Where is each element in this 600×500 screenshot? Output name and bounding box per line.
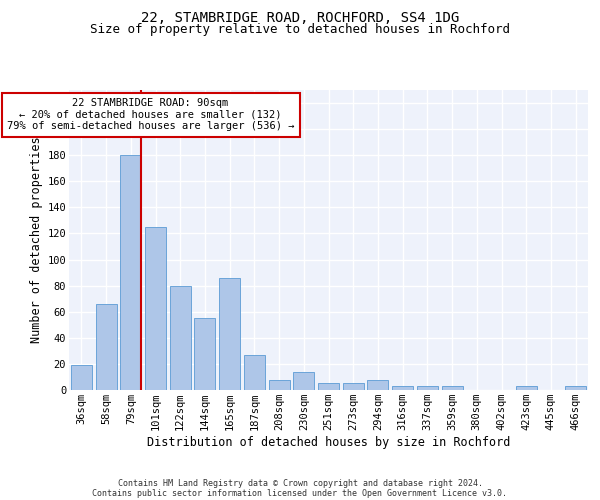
Bar	[442, 386, 463, 390]
Text: 22, STAMBRIDGE ROAD, ROCHFORD, SS4 1DG: 22, STAMBRIDGE ROAD, ROCHFORD, SS4 1DG	[141, 10, 459, 24]
Bar	[145, 227, 166, 390]
Bar	[565, 386, 586, 390]
Bar	[318, 384, 339, 390]
Bar	[367, 380, 388, 390]
Bar	[516, 386, 537, 390]
Text: Contains public sector information licensed under the Open Government Licence v3: Contains public sector information licen…	[92, 488, 508, 498]
Bar	[95, 304, 116, 390]
Bar	[120, 155, 141, 390]
Bar	[269, 380, 290, 390]
Text: Size of property relative to detached houses in Rochford: Size of property relative to detached ho…	[90, 24, 510, 36]
Text: Contains HM Land Registry data © Crown copyright and database right 2024.: Contains HM Land Registry data © Crown c…	[118, 478, 482, 488]
Bar	[219, 278, 240, 390]
Bar	[343, 384, 364, 390]
Bar	[71, 365, 92, 390]
Y-axis label: Number of detached properties: Number of detached properties	[31, 136, 43, 344]
X-axis label: Distribution of detached houses by size in Rochford: Distribution of detached houses by size …	[147, 436, 510, 449]
Bar	[244, 355, 265, 390]
Bar	[293, 372, 314, 390]
Bar	[417, 386, 438, 390]
Text: 22 STAMBRIDGE ROAD: 90sqm
← 20% of detached houses are smaller (132)
79% of semi: 22 STAMBRIDGE ROAD: 90sqm ← 20% of detac…	[7, 98, 295, 132]
Bar	[392, 386, 413, 390]
Bar	[170, 286, 191, 390]
Bar	[194, 318, 215, 390]
